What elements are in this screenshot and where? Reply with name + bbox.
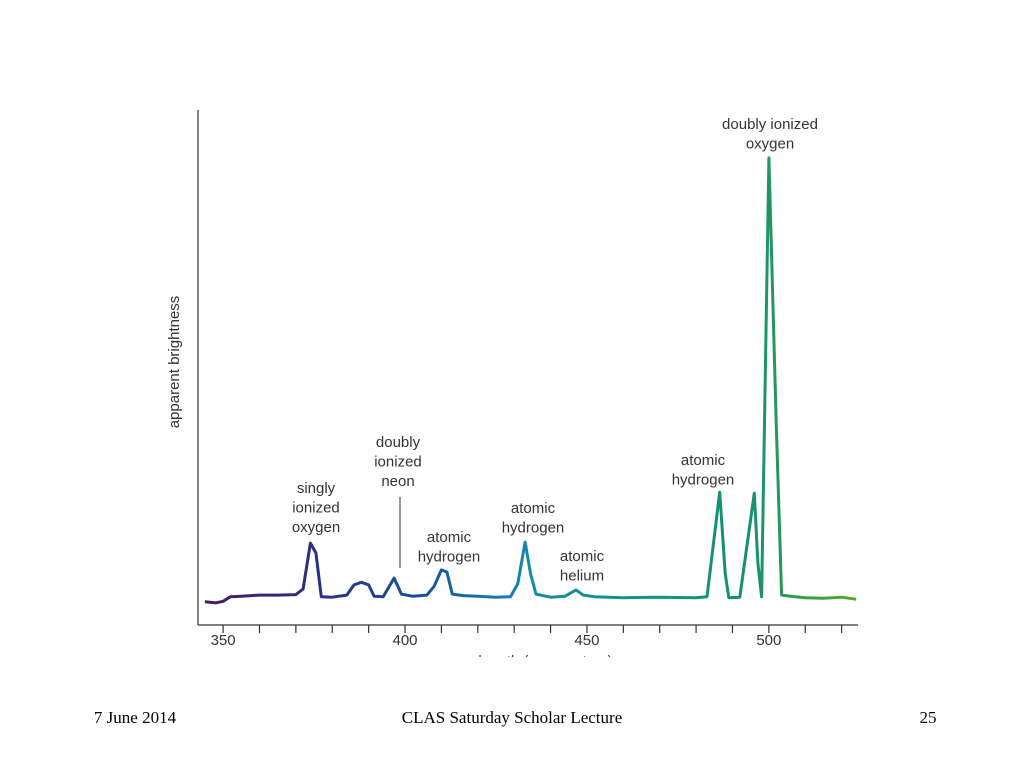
annotation: hydrogen	[418, 548, 481, 565]
annotation: atomic	[681, 452, 726, 469]
annotation: neon	[381, 473, 414, 490]
annotation: atomic	[511, 500, 556, 517]
annotation: atomic	[560, 548, 605, 565]
annotation: doubly ionized	[722, 116, 818, 133]
annotation: doubly	[376, 434, 421, 451]
annotation: singly	[297, 480, 336, 497]
x-tick-label: 500	[756, 632, 781, 649]
footer-title: CLAS Saturday Scholar Lecture	[402, 708, 622, 727]
annotation: hydrogen	[672, 471, 735, 488]
annotation: helium	[560, 567, 604, 584]
x-tick-label: 450	[574, 632, 599, 649]
annotation: ionized	[374, 453, 422, 470]
footer-page: 25	[920, 708, 937, 727]
annotation: hydrogen	[502, 519, 565, 536]
annotation: atomic	[427, 529, 472, 546]
footer-date: 7 June 2014	[94, 708, 177, 727]
annotation: oxygen	[746, 135, 794, 152]
annotation: oxygen	[292, 519, 340, 536]
x-tick-label: 350	[211, 632, 236, 649]
spectrum-line	[204, 156, 857, 605]
x-tick-label: 400	[393, 632, 418, 649]
x-axis-label: wavelength (nanometers)	[442, 653, 612, 670]
annotation: ionized	[292, 499, 340, 516]
y-axis-label: apparent brightness	[166, 296, 183, 429]
